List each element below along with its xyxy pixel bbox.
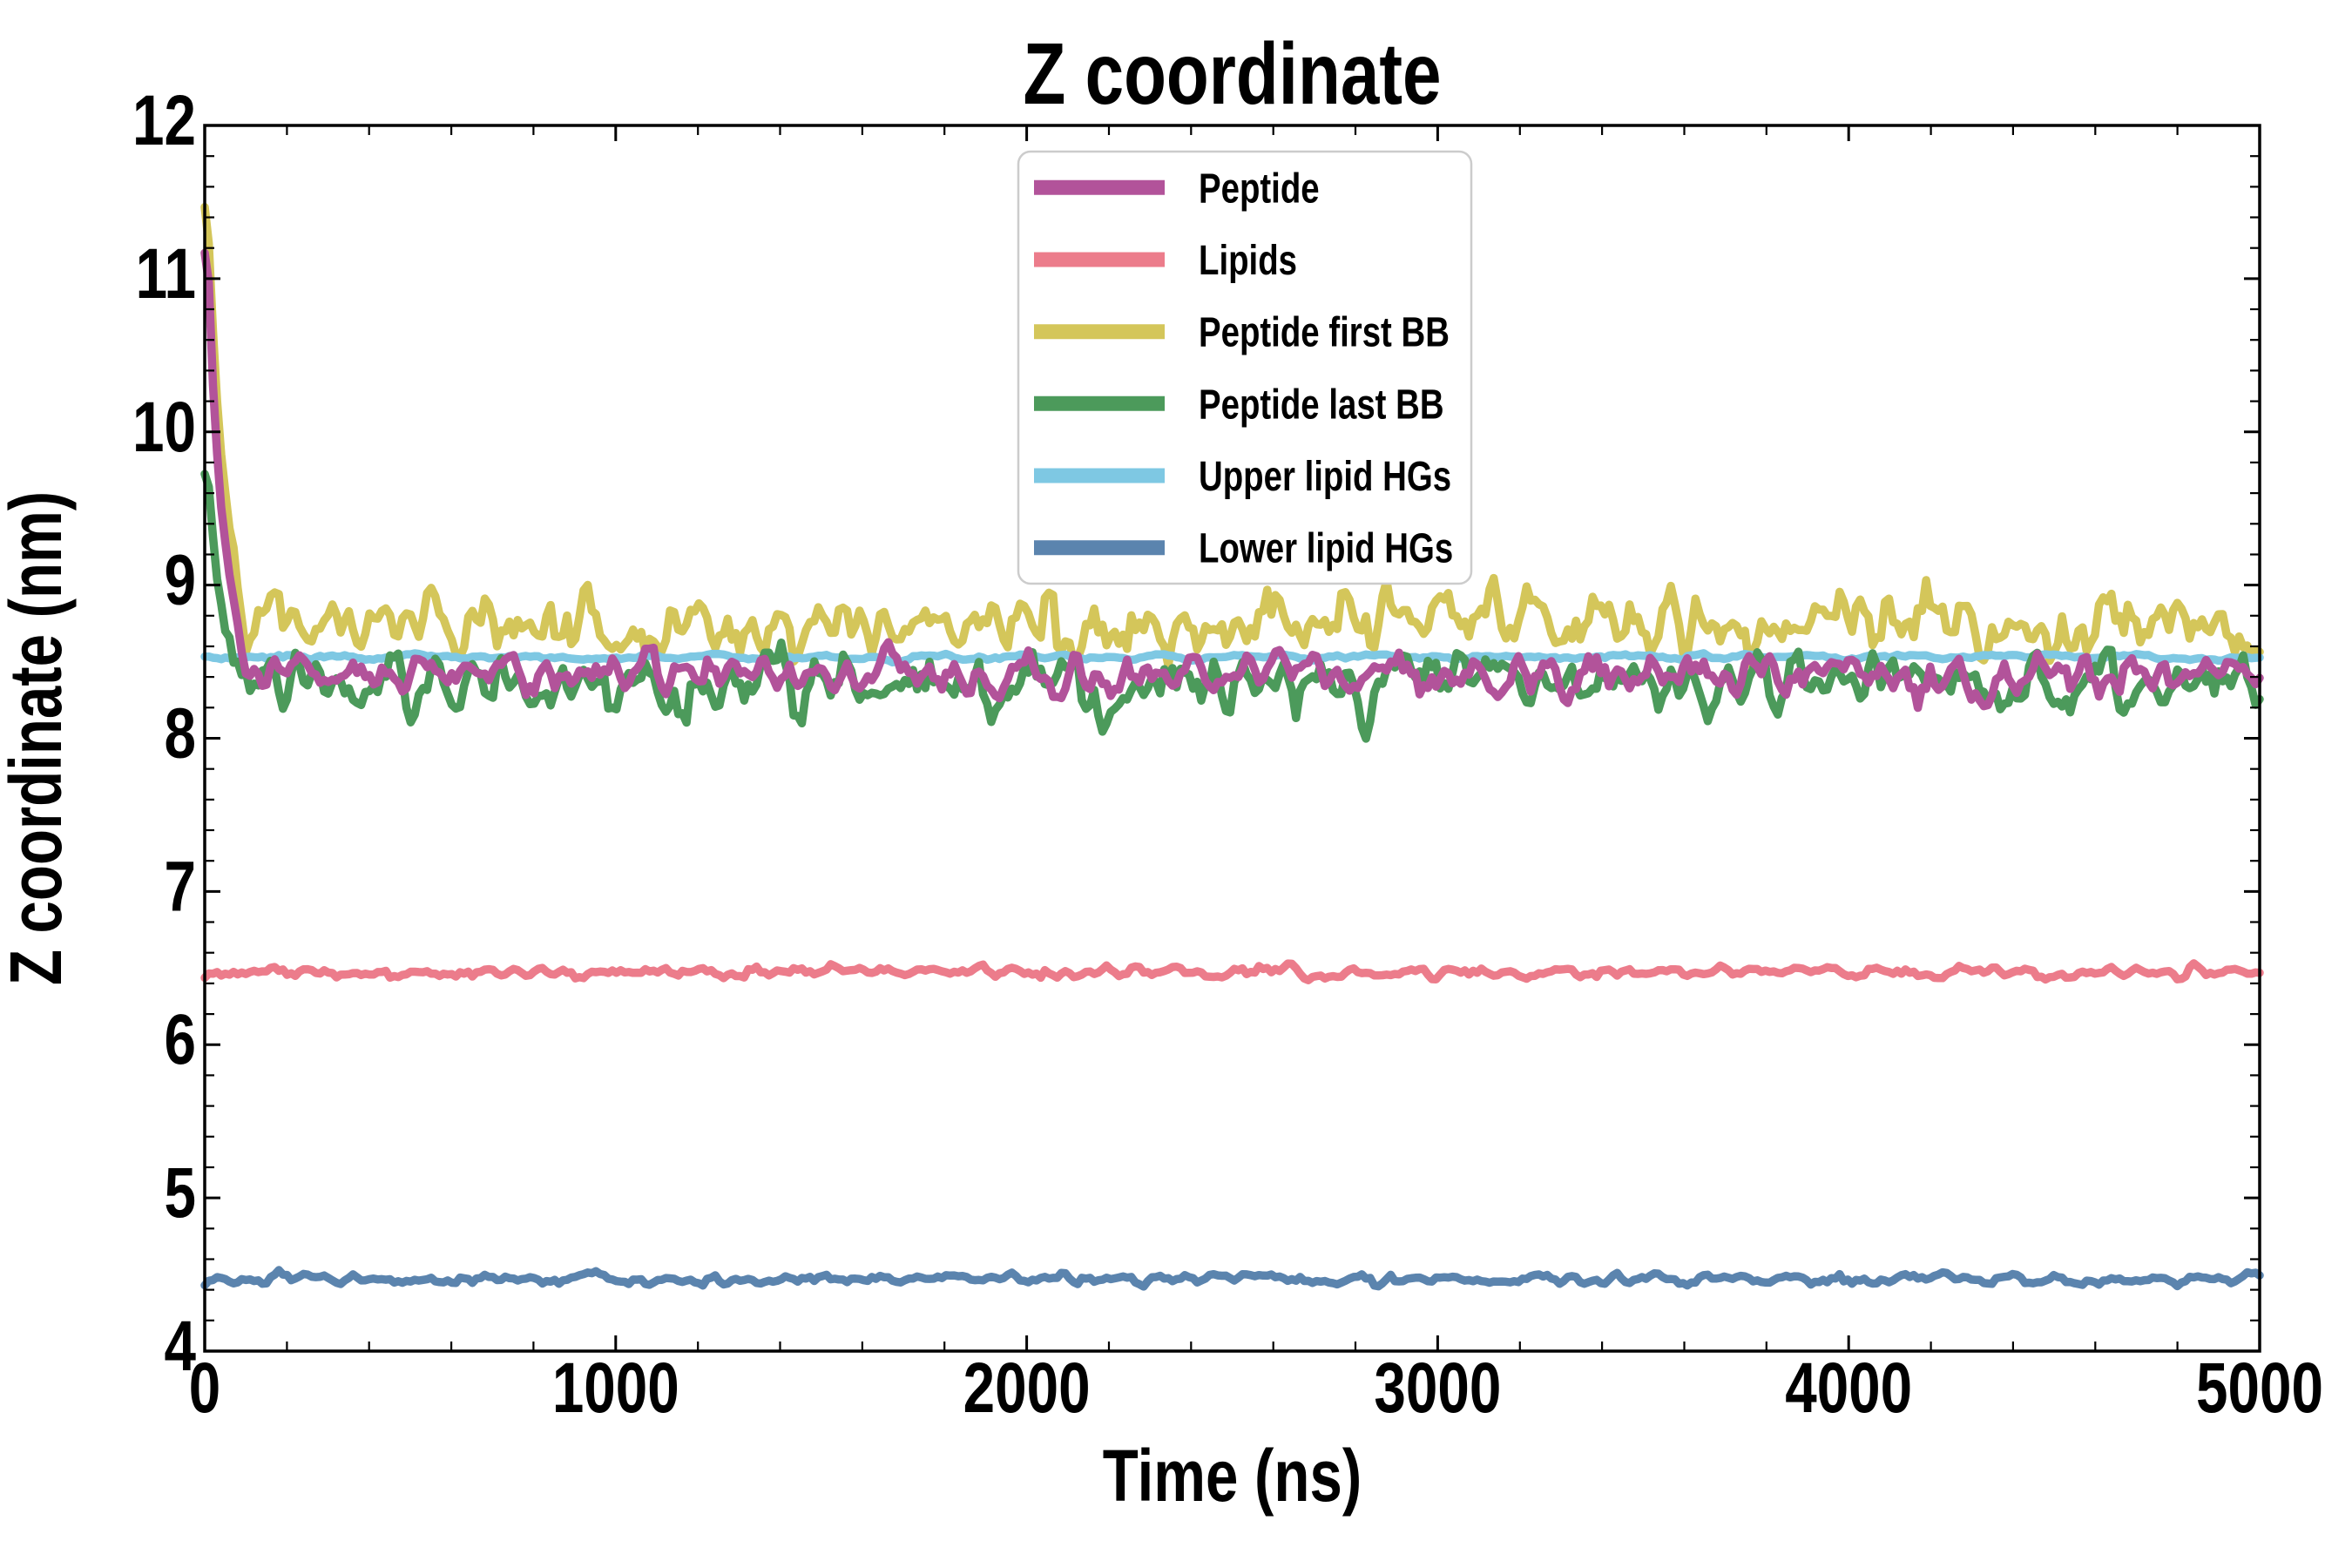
svg-text:3000: 3000 — [1374, 1348, 1501, 1428]
svg-text:Peptide: Peptide — [1199, 166, 1320, 212]
svg-text:4000: 4000 — [1785, 1348, 1912, 1428]
svg-text:5: 5 — [165, 1152, 196, 1233]
svg-text:7: 7 — [165, 846, 196, 926]
svg-text:6: 6 — [165, 999, 196, 1079]
svg-text:Time (ns): Time (ns) — [1103, 1436, 1362, 1517]
svg-text:Z coordinate (nm): Z coordinate (nm) — [0, 491, 78, 985]
svg-text:10: 10 — [132, 387, 196, 467]
svg-text:9: 9 — [165, 540, 196, 620]
svg-text:12: 12 — [132, 80, 196, 160]
svg-text:8: 8 — [165, 693, 196, 774]
svg-text:Peptide first BB: Peptide first BB — [1199, 310, 1450, 356]
svg-text:Lower lipid HGs: Lower lipid HGs — [1199, 526, 1453, 572]
svg-text:Upper lipid HGs: Upper lipid HGs — [1199, 454, 1451, 500]
svg-text:4: 4 — [165, 1306, 196, 1386]
svg-text:2000: 2000 — [963, 1348, 1091, 1428]
svg-text:5000: 5000 — [2196, 1348, 2323, 1428]
svg-text:Lipids: Lipids — [1199, 238, 1297, 284]
svg-text:11: 11 — [136, 233, 196, 314]
svg-text:Z coordinate: Z coordinate — [1023, 26, 1441, 124]
svg-text:Peptide last BB: Peptide last BB — [1199, 382, 1444, 428]
svg-text:1000: 1000 — [552, 1348, 679, 1428]
